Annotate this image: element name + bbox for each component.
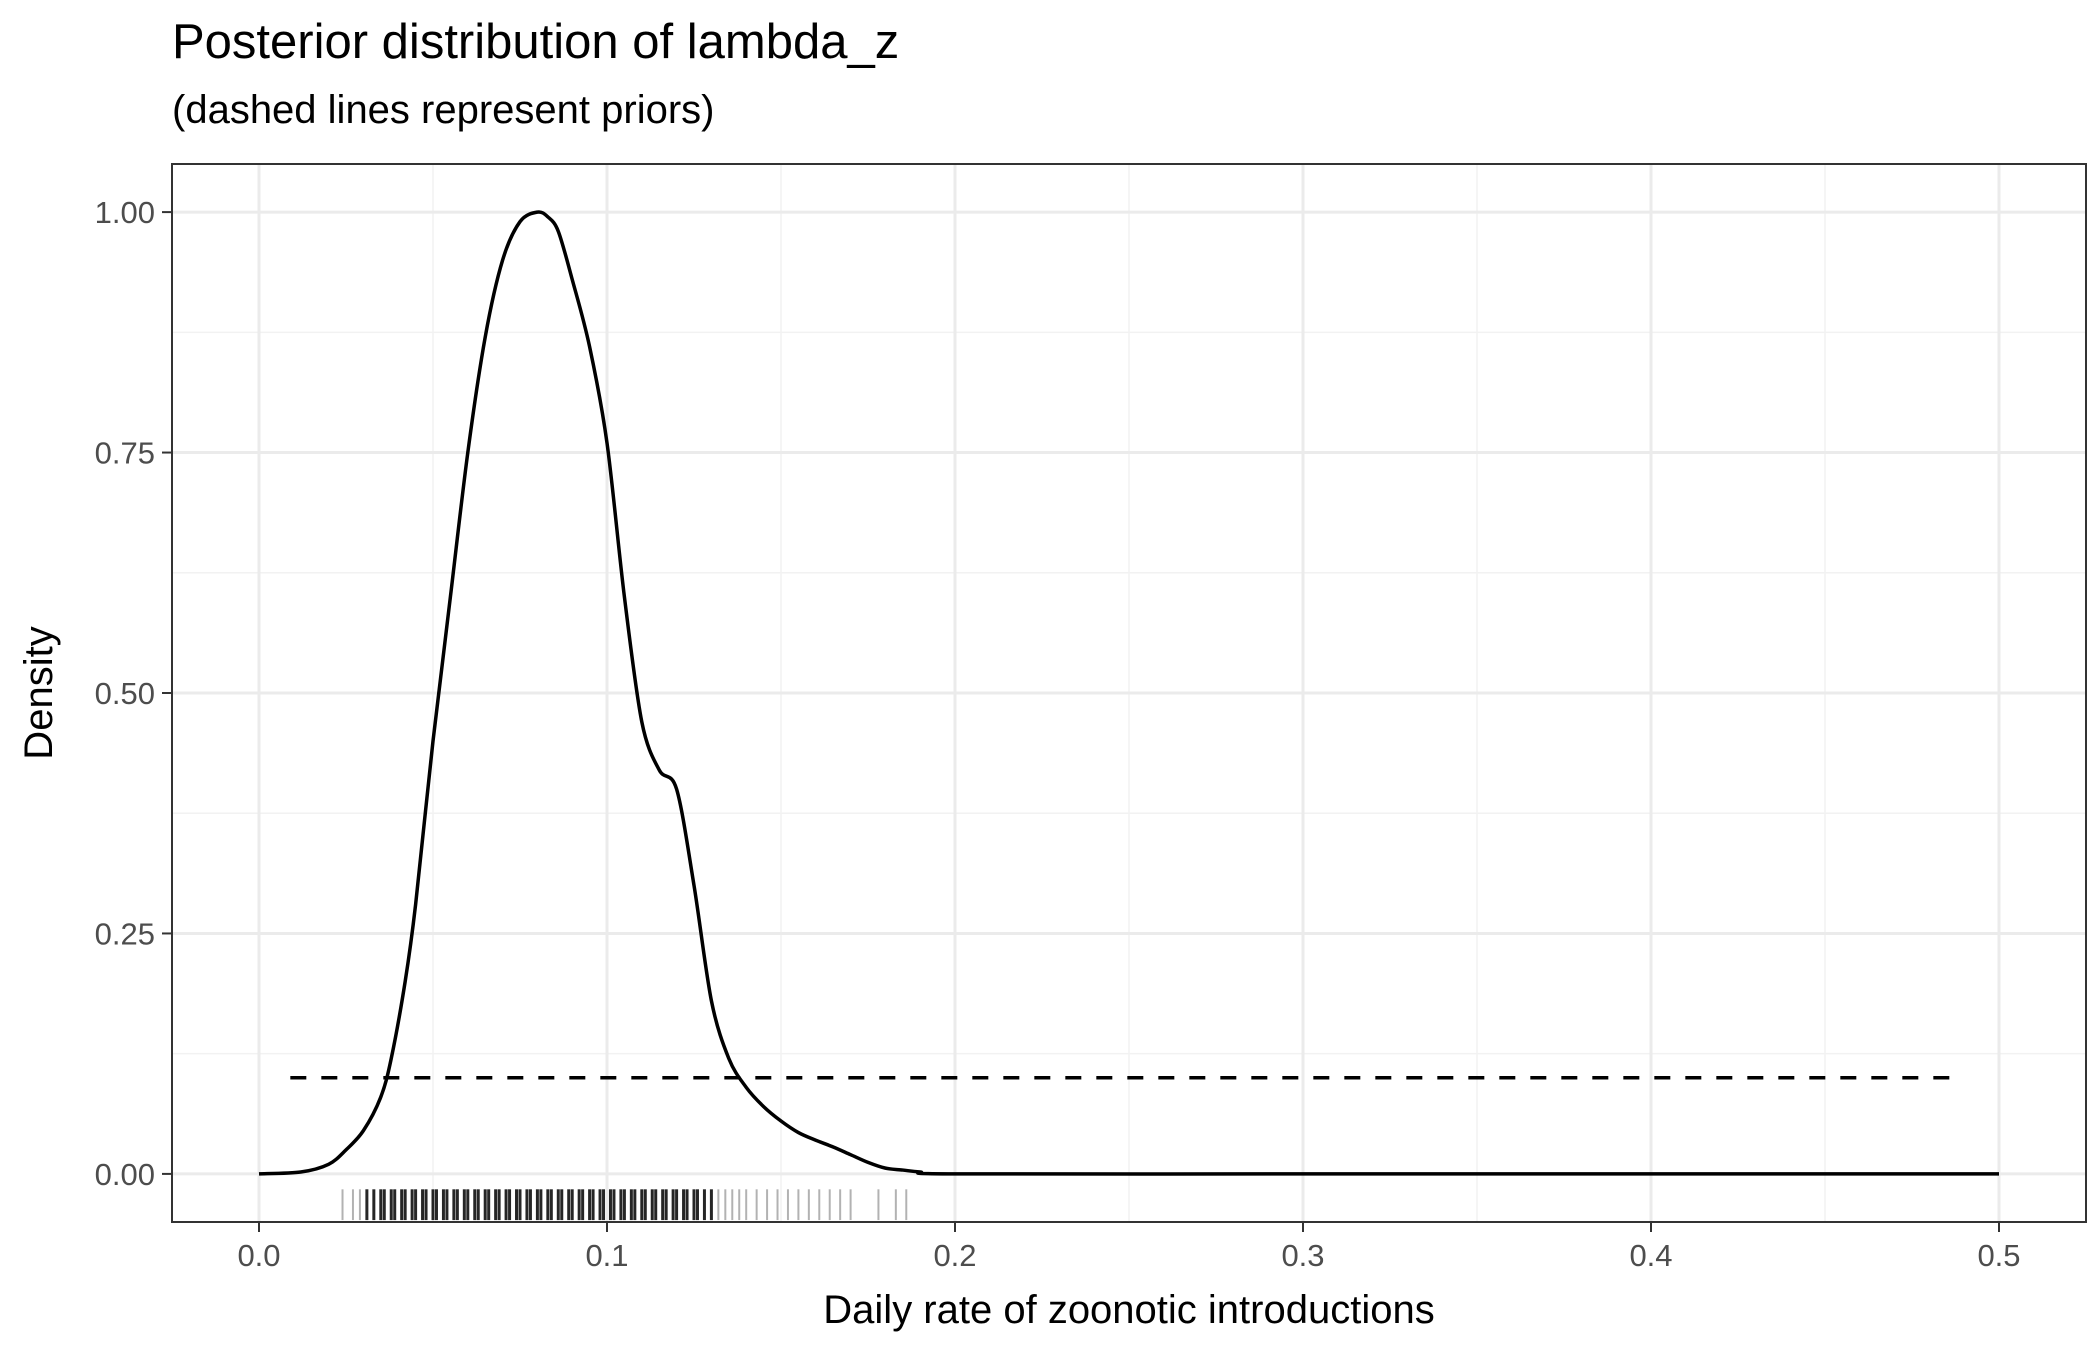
y-tick-label: 0.50 bbox=[95, 676, 155, 711]
chart-subtitle: (dashed lines represent priors) bbox=[172, 88, 715, 132]
grid-layer bbox=[172, 164, 2086, 1222]
y-tick-label: 0.25 bbox=[95, 916, 155, 951]
chart-title: Posterior distribution of lambda_z bbox=[172, 15, 900, 69]
x-tick-label: 0.2 bbox=[933, 1238, 976, 1273]
x-axis-title: Daily rate of zoonotic introductions bbox=[823, 1288, 1434, 1332]
y-tick-label: 1.00 bbox=[95, 195, 155, 230]
x-tick-label: 0.5 bbox=[1977, 1238, 2020, 1273]
y-tick-label: 0.75 bbox=[95, 436, 155, 471]
posterior-density-line bbox=[258, 210, 1999, 1176]
y-tick-label: 0.00 bbox=[95, 1157, 155, 1192]
series-layer bbox=[258, 210, 1999, 1176]
rug-layer bbox=[341, 1189, 908, 1221]
x-tick-label: 0.3 bbox=[1281, 1238, 1324, 1273]
x-tick-label: 0.1 bbox=[585, 1238, 628, 1273]
axis-layer: 0.0 0.1 0.2 0.3 0.4 0.5 0.00 0.25 0.50 0.75 1.00 bbox=[95, 195, 2021, 1273]
x-tick-label: 0.4 bbox=[1629, 1238, 1672, 1273]
y-axis-title: Density bbox=[17, 626, 61, 759]
x-tick-label: 0.0 bbox=[237, 1238, 280, 1273]
